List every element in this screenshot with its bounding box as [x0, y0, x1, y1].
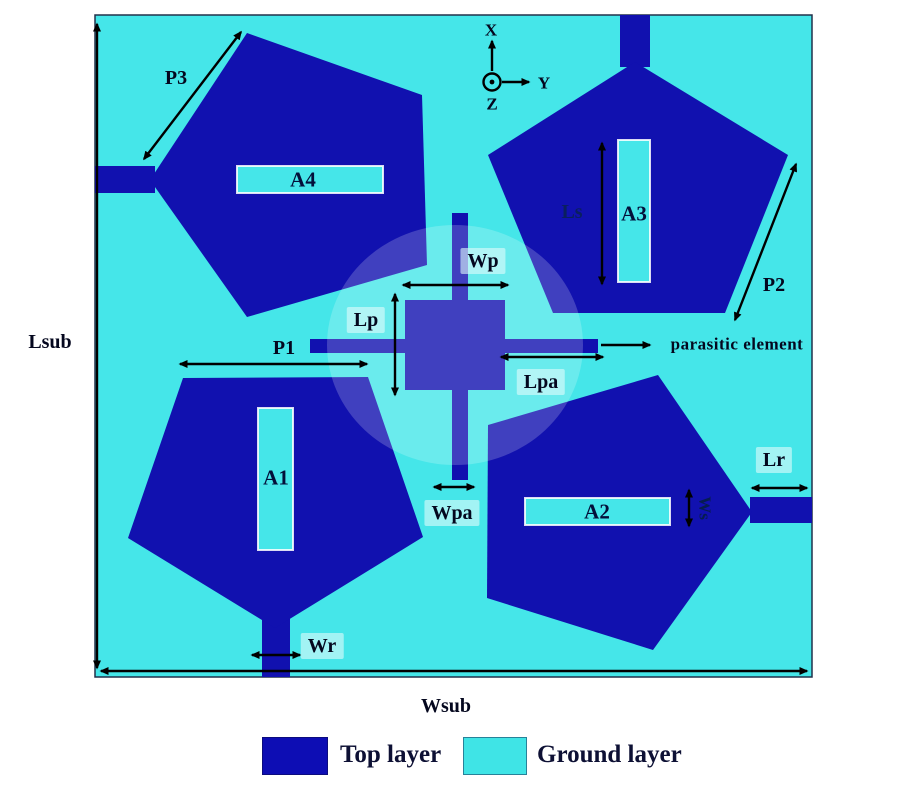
label-lr: Lr [755, 447, 793, 473]
slot-a3 [617, 139, 651, 283]
feed-line-a2 [750, 497, 812, 523]
antenna-element-a1 [128, 377, 423, 677]
label-a3: A3 [621, 201, 647, 226]
coordinate-axes [482, 39, 531, 92]
legend-top-layer-swatch [262, 737, 328, 775]
parasitic-element-cross [310, 213, 598, 480]
z-axis-dot [489, 79, 495, 85]
label-a4: A4 [290, 167, 316, 192]
slot-a2 [524, 497, 671, 526]
y-axis-label: Y [537, 73, 551, 93]
label-wsub: Wsub [420, 695, 472, 717]
slot-a1 [257, 407, 294, 551]
label-a2: A2 [584, 499, 610, 524]
parasitic-square [405, 300, 505, 390]
label-wp: Wp [460, 248, 506, 274]
label-a1: A1 [263, 465, 289, 490]
label-p1: P1 [272, 337, 296, 359]
feed-line-a4 [95, 166, 155, 193]
label-wr: Wr [300, 633, 344, 659]
p3-arrow [143, 30, 242, 161]
slot-a4 [236, 165, 384, 194]
z-axis-out-of-page-icon [482, 72, 502, 92]
label-wpa: Wpa [424, 500, 480, 526]
label-parasitic-element: parasitic element [670, 334, 804, 354]
antenna-element-a3 [488, 15, 788, 313]
label-ls: Ls [561, 201, 583, 223]
legend-ground-layer-label: Ground layer [537, 741, 682, 768]
center-highlight [327, 225, 583, 465]
label-lp: Lp [346, 307, 386, 333]
z-axis-label: Z [486, 94, 498, 114]
legend-ground-layer-swatch [463, 737, 527, 775]
dimension-arrows [93, 22, 809, 675]
antenna-element-a2 [487, 375, 812, 650]
p2-arrow [733, 162, 798, 322]
x-axis-label: X [484, 20, 498, 40]
feed-line-a3 [620, 15, 650, 67]
legend-top-layer-label: Top layer [340, 741, 442, 768]
label-lsub: Lsub [28, 331, 72, 353]
label-lpa: Lpa [516, 369, 566, 395]
